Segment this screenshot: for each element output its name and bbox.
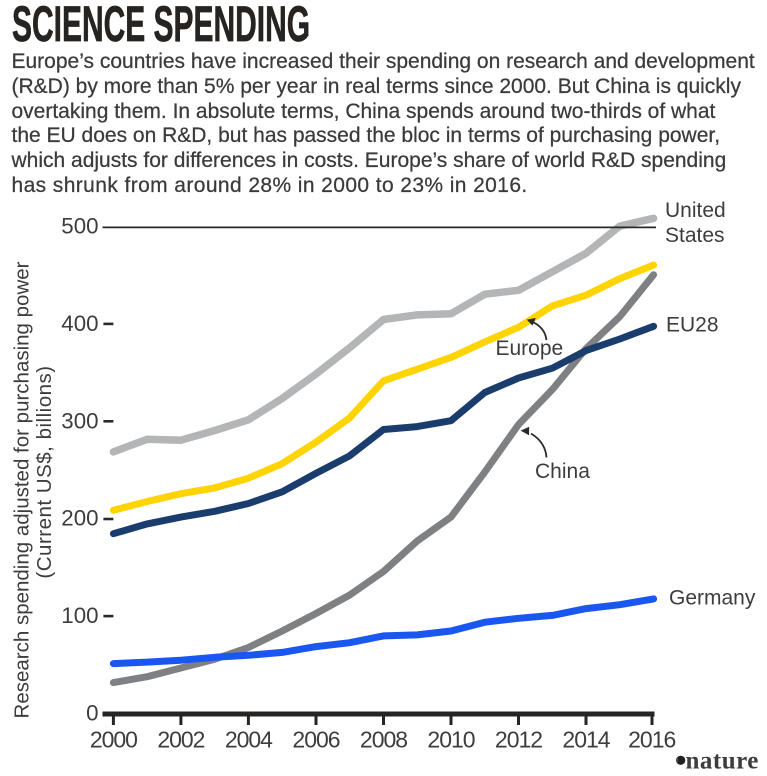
svg-text:2002: 2002 (157, 727, 204, 753)
svg-text:China: China (535, 460, 590, 483)
svg-text:2000: 2000 (90, 727, 137, 753)
svg-text:States: States (665, 224, 725, 247)
svg-text:500: 500 (61, 213, 98, 238)
svg-text:Germany: Germany (669, 587, 756, 610)
svg-text:2012: 2012 (495, 727, 542, 753)
svg-text:0: 0 (86, 700, 98, 725)
svg-text:2004: 2004 (225, 727, 273, 753)
svg-text:Europe: Europe (496, 337, 564, 360)
svg-text:Research spending adjusted for: Research spending adjusted for purchasin… (11, 261, 34, 718)
svg-text:200: 200 (61, 506, 98, 531)
svg-text:100: 100 (61, 603, 98, 628)
svg-text:EU28: EU28 (666, 314, 719, 337)
svg-text:(Current US$, billions): (Current US$, billions) (33, 365, 56, 578)
svg-text:2006: 2006 (292, 727, 339, 753)
svg-text:300: 300 (61, 408, 98, 433)
svg-text:United: United (665, 199, 726, 222)
svg-text:2008: 2008 (360, 727, 407, 753)
svg-text:nature: nature (686, 747, 759, 774)
svg-text:2014: 2014 (562, 727, 610, 753)
svg-text:2010: 2010 (427, 727, 474, 753)
svg-text:2016: 2016 (628, 727, 675, 753)
svg-text:400: 400 (61, 311, 98, 336)
